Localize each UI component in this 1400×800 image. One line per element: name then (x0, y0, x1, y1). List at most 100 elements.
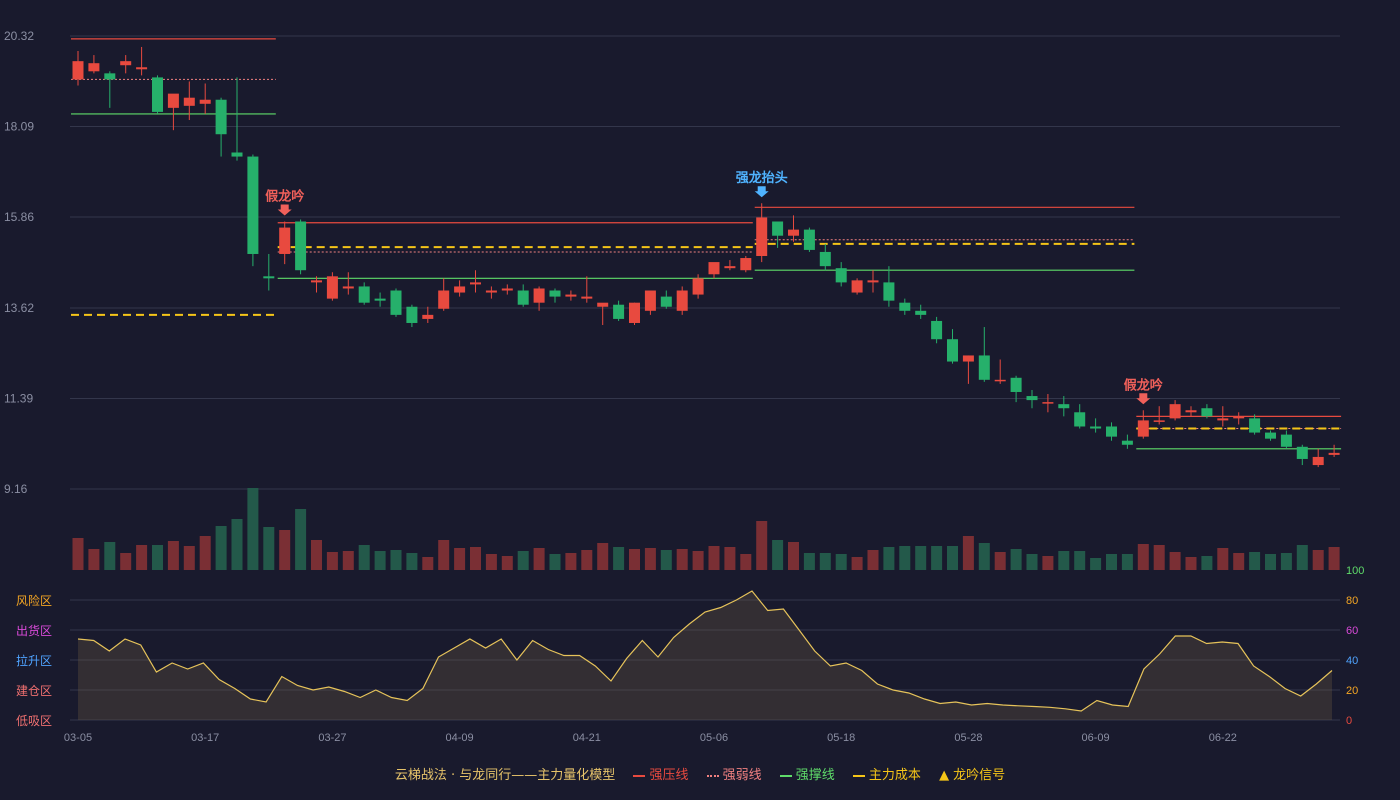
volume-bar (199, 536, 211, 570)
osc-area (78, 591, 1332, 720)
candle-body (740, 258, 752, 271)
volume-bar (1090, 558, 1102, 570)
volume-bar (1249, 552, 1261, 570)
price-y-tick-label: 18.09 (4, 120, 34, 134)
candle-body (724, 266, 736, 269)
candle-body (199, 99, 211, 104)
candle-body (311, 280, 322, 283)
volume-bar (1265, 554, 1276, 570)
volume-bar (1169, 552, 1181, 570)
volume-bars (72, 488, 1340, 570)
candle-body (1169, 404, 1181, 419)
volume-bar (470, 547, 481, 570)
legend-cost-swatch (852, 774, 865, 777)
candle-body (104, 73, 116, 80)
candle-body (533, 288, 545, 303)
volume-bar (692, 551, 704, 570)
candle-body (183, 97, 195, 106)
candle-body (962, 355, 974, 362)
volume-bar (1185, 557, 1197, 570)
candle-body (1153, 420, 1165, 422)
legend-item-weak[interactable]: 强弱线 (706, 764, 762, 783)
candlestick-series (72, 46, 1340, 468)
volume-bar (803, 553, 815, 570)
osc-zone-label: 建仓区 (16, 684, 52, 698)
price-y-tick-label: 15.86 (4, 210, 34, 224)
candle-body (501, 288, 513, 291)
volume-bar (772, 540, 784, 570)
volume-bar (1121, 554, 1133, 570)
volume-bar (915, 546, 927, 570)
legend-support-label: 强撑线 (795, 768, 835, 783)
price-y-tick-label: 13.62 (4, 301, 34, 315)
candle-body (295, 221, 307, 271)
candle-body (1137, 420, 1149, 437)
candle-body (1296, 446, 1308, 459)
volume-bar (835, 554, 847, 570)
volume-bar (1328, 547, 1340, 570)
x-tick-label: 06-22 (1209, 732, 1237, 744)
candle-body (438, 290, 450, 309)
candle-body (978, 355, 990, 380)
volume-bar (72, 538, 84, 570)
volume-bar (724, 547, 736, 570)
volume-bar (660, 550, 672, 570)
volume-bar (788, 542, 799, 570)
volume-bar (708, 546, 720, 570)
candle-body (1042, 402, 1054, 404)
volume-bar (183, 546, 195, 570)
candle-body (454, 286, 466, 293)
candle-body (1074, 412, 1086, 427)
volume-bar (517, 551, 529, 570)
volume-bar (152, 545, 163, 570)
volume-bar (931, 546, 943, 570)
volume-bar (1153, 545, 1165, 570)
candle-body (851, 280, 863, 293)
price-y-tick-label: 20.32 (4, 29, 34, 43)
volume-bar (851, 557, 863, 570)
volume-bar (1106, 554, 1117, 570)
volume-bar (994, 552, 1006, 570)
candle-body (565, 294, 577, 297)
volume-bar (247, 488, 259, 570)
candle-body (581, 296, 593, 299)
osc-y-tick-label: 20 (1346, 685, 1358, 697)
volume-bar (358, 545, 370, 570)
volume-bar (231, 519, 243, 570)
legend-item-signal[interactable]: ▲ 龙吟信号 (939, 764, 1005, 783)
candle-body (803, 229, 815, 250)
osc-zone-label: 风险区 (16, 593, 52, 608)
candle-body (867, 280, 879, 283)
volume-bar (1058, 551, 1070, 570)
volume-bar (1312, 550, 1324, 570)
candle-body (1233, 416, 1245, 419)
x-tick-label: 04-21 (573, 732, 601, 744)
volume-bar (326, 552, 338, 570)
legend-item-resistance[interactable]: 强压线 (633, 764, 688, 783)
volume-bar (438, 540, 450, 570)
candle-body (899, 302, 911, 311)
candle-body (1010, 377, 1022, 392)
x-tick-label: 05-28 (954, 732, 982, 744)
legend-weak-swatch (706, 774, 719, 777)
candle-body (374, 298, 386, 301)
volume-bar (1010, 549, 1022, 570)
candle-body (485, 290, 497, 293)
osc-y-tick-label: 40 (1346, 655, 1358, 667)
legend-item-cost[interactable]: 主力成本 (852, 764, 921, 783)
legend-item-support[interactable]: 强撑线 (779, 764, 835, 783)
osc-zone-label: 低吸区 (16, 714, 52, 728)
volume-bar (565, 553, 577, 570)
x-tick-label: 03-17 (191, 732, 219, 744)
candle-body (390, 290, 402, 315)
volume-bar (629, 549, 640, 570)
candle-body (231, 152, 243, 157)
osc-zone-label: 拉升区 (16, 653, 52, 668)
volume-bar (1042, 556, 1054, 570)
candle-body (1090, 426, 1102, 429)
volume-bar (756, 521, 768, 570)
volume-bar (947, 546, 958, 570)
volume-bar (1280, 553, 1292, 570)
